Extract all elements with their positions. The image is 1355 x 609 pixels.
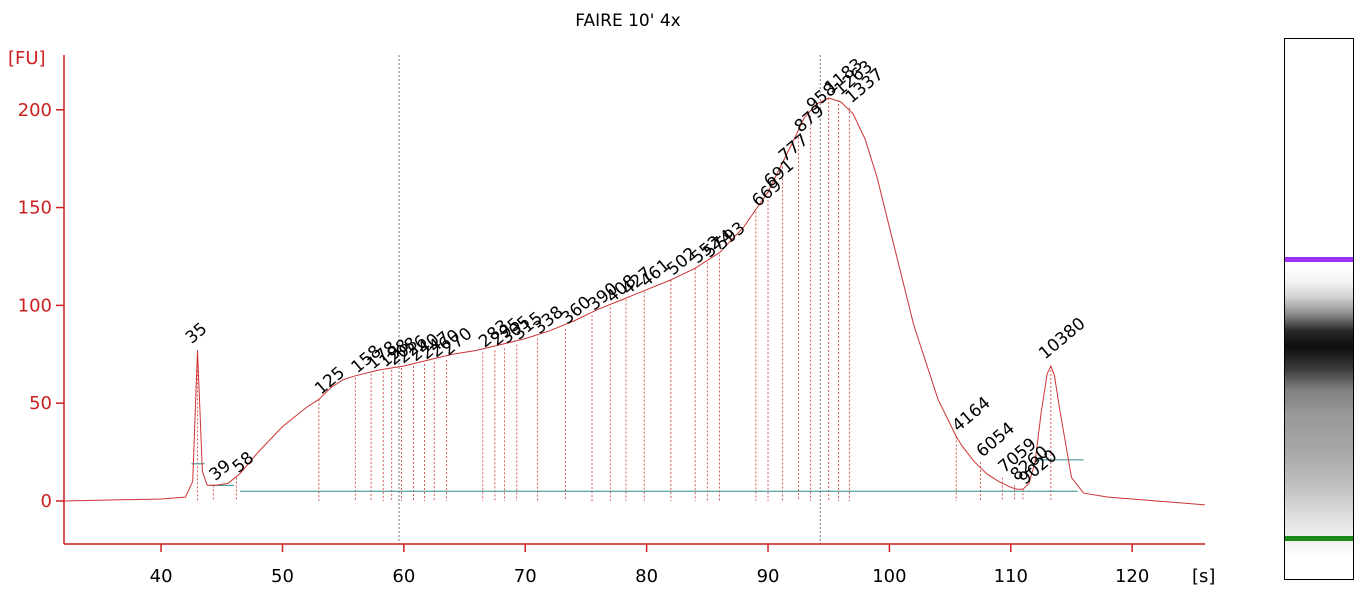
x-tick-label: 120 <box>1115 566 1149 587</box>
x-tick-label: 100 <box>872 566 906 587</box>
y-tick-label: 200 <box>18 100 52 121</box>
x-tick-label: 110 <box>994 566 1028 587</box>
y-tick-label: 50 <box>29 393 52 414</box>
gel-lane <box>1285 39 1353 579</box>
peak-labels: 3958125158178198208226240247260270283295… <box>206 55 1062 489</box>
x-ticks: 40 50 60 70 80 90 100 110 120 <box>150 544 1149 587</box>
marker-label: 35 <box>182 319 211 348</box>
y-ticks: 0 50 100 150 200 <box>18 100 64 512</box>
baseline-segments <box>191 459 1084 492</box>
gel-image <box>1284 38 1354 580</box>
marker-label: 10380 <box>1035 314 1089 364</box>
y-tick-label: 150 <box>18 198 52 219</box>
x-tick-label: 50 <box>271 566 294 587</box>
electropherogram-chart: FAIRE 10' 4x [FU] [s] 0 50 100 150 200 40 50 6… <box>8 11 1215 587</box>
y-axis-label: [FU] <box>8 48 46 69</box>
gel-lower-marker-band <box>1285 536 1353 541</box>
x-tick-label: 80 <box>635 566 658 587</box>
marker-labels: 35 10380 <box>182 314 1090 364</box>
peak-label: 125 <box>311 363 349 399</box>
electropherogram-trace <box>63 97 1206 506</box>
chart-title: FAIRE 10' 4x <box>575 11 680 31</box>
y-tick-label: 0 <box>41 491 52 512</box>
x-axis-label: [s] <box>1192 566 1215 587</box>
y-tick-label: 100 <box>18 295 52 316</box>
peak-label: 4164 <box>949 393 995 436</box>
x-tick-label: 60 <box>392 566 415 587</box>
reference-lines <box>398 55 821 544</box>
x-tick-label: 40 <box>150 566 173 587</box>
peak-label: 58 <box>229 448 258 477</box>
peak-droplines <box>197 98 1052 501</box>
x-tick-label: 90 <box>757 566 780 587</box>
gel-upper-marker-band <box>1285 257 1353 262</box>
x-tick-label: 70 <box>514 566 537 587</box>
